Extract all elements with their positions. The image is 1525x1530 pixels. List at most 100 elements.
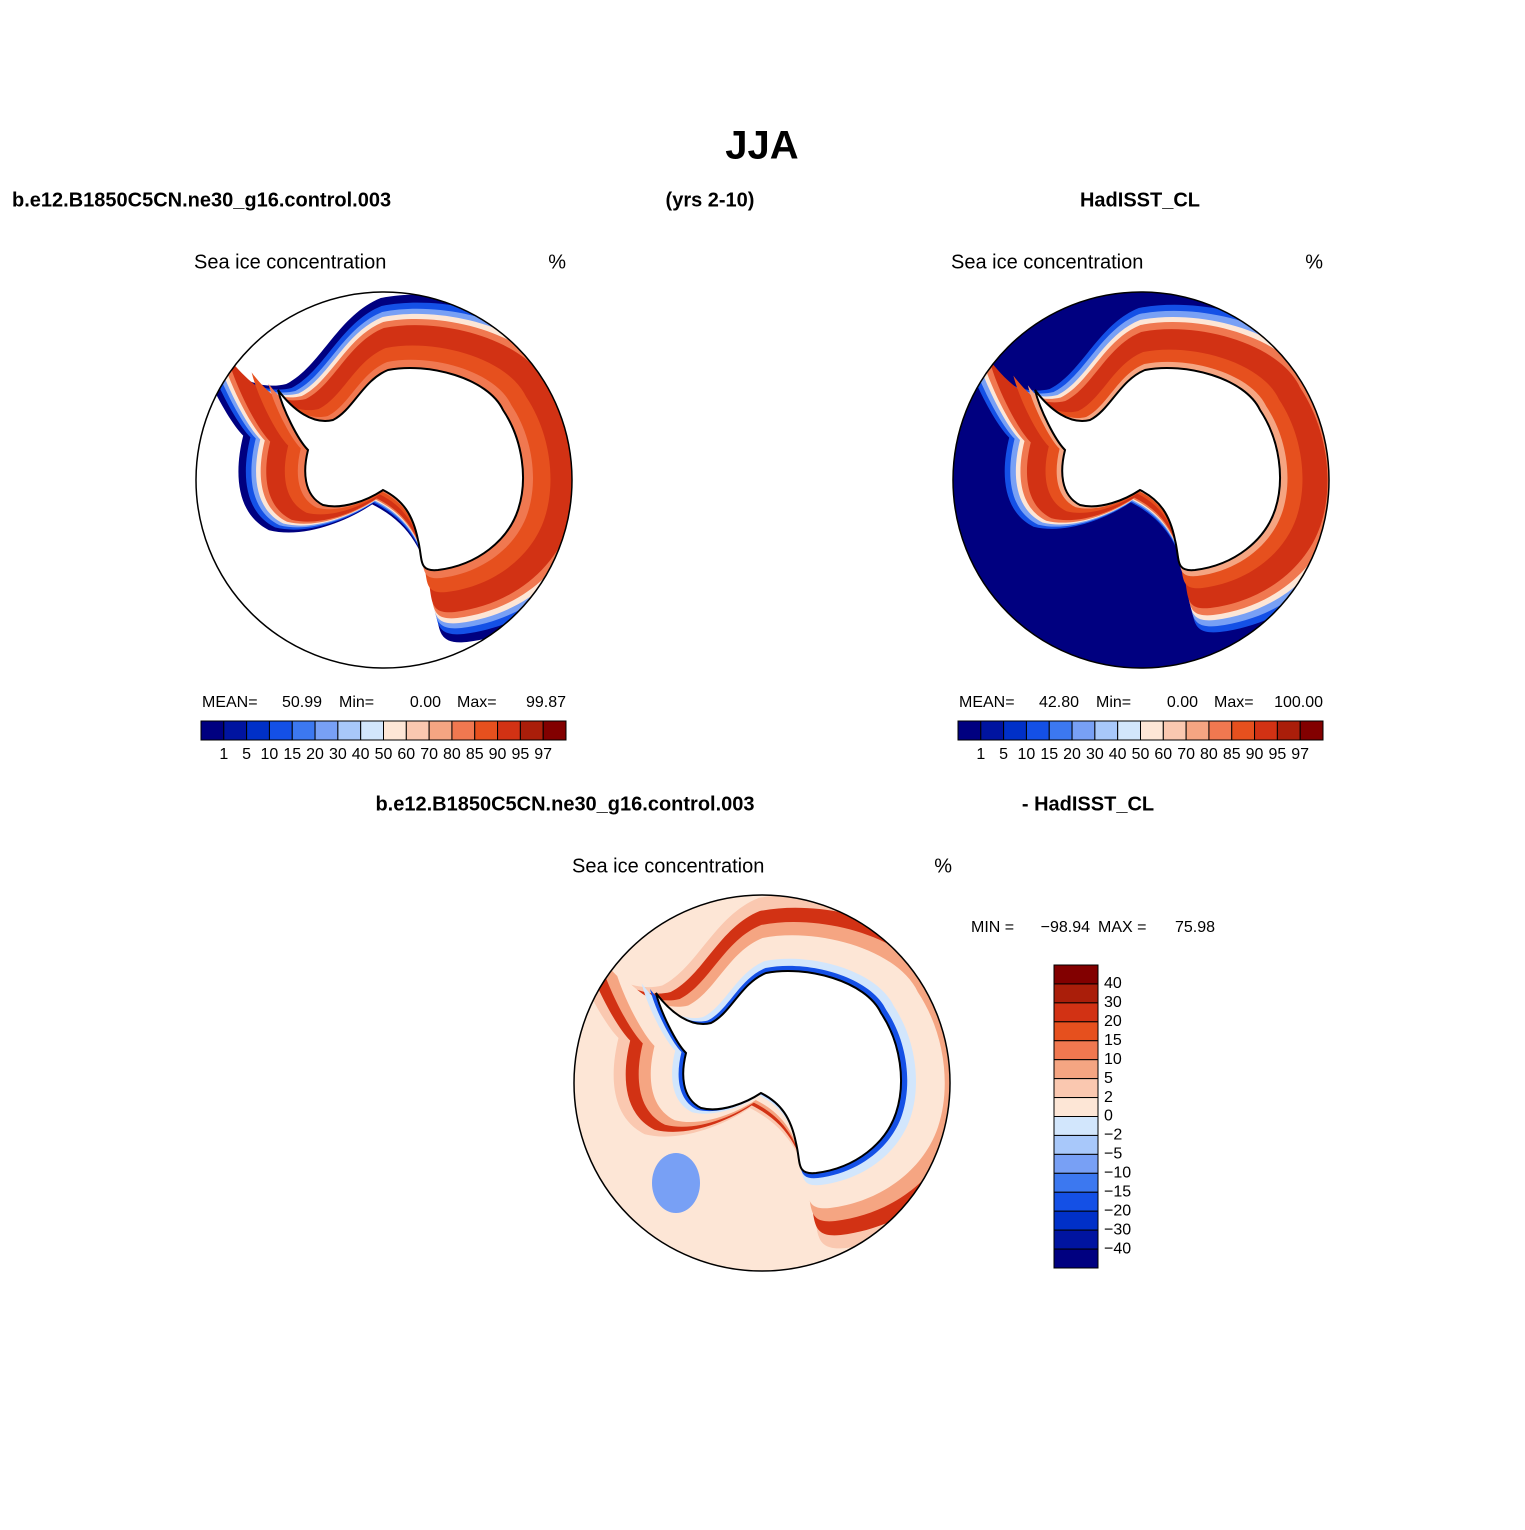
- stat-label: Min=: [339, 694, 374, 711]
- stat-label: MIN =: [971, 919, 1014, 936]
- colorbar-label: 30: [1104, 994, 1122, 1011]
- stat-label: MEAN=: [202, 694, 258, 711]
- colorbar-box: [405, 720, 430, 741]
- stat-value: 0.00: [1167, 694, 1198, 711]
- colorbar-box: [1071, 720, 1096, 741]
- colorbar-box: [1053, 964, 1099, 985]
- colorbar-label: 0: [1104, 1108, 1113, 1125]
- years: (yrs 2-10): [666, 189, 755, 211]
- colorbar-label: 40: [352, 746, 370, 763]
- colorbar-box: [383, 720, 407, 741]
- colorbar-label: 80: [1200, 746, 1218, 763]
- colorbar-box: [200, 720, 225, 741]
- stat-label: Max=: [1214, 694, 1254, 711]
- panel-title: Sea ice concentration: [194, 251, 386, 273]
- colorbar-label: 30: [329, 746, 347, 763]
- map-model: [196, 292, 572, 668]
- colorbar-label: 60: [1154, 746, 1172, 763]
- case-name: b.e12.B1850C5CN.ne30_g16.control.003: [12, 189, 391, 211]
- colorbar-label: 20: [306, 746, 324, 763]
- map-observed: [953, 292, 1329, 668]
- panel-units: %: [548, 251, 566, 273]
- colorbar-label: 95: [1268, 746, 1286, 763]
- colorbar-box: [428, 720, 453, 741]
- colorbar-label: −40: [1104, 1240, 1131, 1257]
- obs-name: HadISST_CL: [1080, 189, 1200, 211]
- map-border: [952, 291, 1330, 669]
- colorbar-box: [1053, 1078, 1099, 1099]
- colorbar-label: 97: [1291, 746, 1309, 763]
- diff-obs-name: - HadISST_CL: [1022, 793, 1154, 815]
- stat-label: Min=: [1096, 694, 1131, 711]
- colorbar-label: 70: [1177, 746, 1195, 763]
- colorbar-box: [474, 720, 499, 741]
- colorbar-box: [542, 720, 567, 741]
- map-border: [573, 894, 951, 1272]
- colorbar-label: −30: [1104, 1221, 1131, 1238]
- stat-value: 50.99: [282, 694, 322, 711]
- colorbar-label: 95: [511, 746, 529, 763]
- panel-units: %: [1305, 251, 1323, 273]
- colorbar-box: [1208, 720, 1233, 741]
- colorbar-label: 30: [1086, 746, 1104, 763]
- colorbar-box: [1053, 1210, 1099, 1231]
- colorbar-label: −5: [1104, 1146, 1122, 1163]
- panel-title: Sea ice concentration: [572, 855, 764, 877]
- colorbar-box: [1053, 1097, 1099, 1117]
- map-difference: [574, 895, 950, 1271]
- colorbar-label: 50: [1132, 746, 1150, 763]
- colorbar-label: −2: [1104, 1127, 1122, 1144]
- colorbar-label: 85: [1223, 746, 1241, 763]
- colorbar-box: [1299, 720, 1324, 741]
- colorbar-label: 15: [283, 746, 301, 763]
- figure-title: JJA: [725, 124, 798, 168]
- colorbar-label: 5: [242, 746, 251, 763]
- colorbar-label: −20: [1104, 1202, 1131, 1219]
- colorbar-label: 1: [976, 746, 985, 763]
- colorbar-box: [1048, 720, 1073, 741]
- colorbar-label: −10: [1104, 1165, 1131, 1182]
- stat-value: 42.80: [1039, 694, 1079, 711]
- colorbar-box: [1003, 720, 1027, 741]
- colorbar-box: [1053, 1172, 1099, 1193]
- colorbar-label: 40: [1104, 975, 1122, 992]
- colorbar-label: 2: [1104, 1089, 1113, 1106]
- colorbar-box: [451, 720, 476, 741]
- colorbar-box: [1053, 983, 1099, 1004]
- stat-value: 100.00: [1274, 694, 1323, 711]
- colorbar-box: [980, 720, 1005, 741]
- colorbar-box: [957, 720, 982, 741]
- stat-label: MEAN=: [959, 694, 1015, 711]
- stat-value: −98.94: [1041, 919, 1090, 936]
- colorbar-box: [1053, 1021, 1099, 1042]
- colorbar-label: 60: [397, 746, 415, 763]
- colorbar-box: [360, 720, 384, 741]
- colorbar-box: [519, 720, 544, 741]
- stat-label: Max=: [457, 694, 497, 711]
- colorbar-box: [1053, 1191, 1099, 1212]
- colorbar-label: 15: [1104, 1032, 1122, 1049]
- colorbar-label: 90: [1246, 746, 1264, 763]
- colorbar-box: [337, 720, 362, 741]
- colorbar-label: 10: [261, 746, 279, 763]
- colorbar-box: [1053, 1002, 1099, 1023]
- colorbar-box: [1231, 720, 1256, 741]
- colorbar-label: 20: [1063, 746, 1081, 763]
- colorbar-label: 90: [489, 746, 507, 763]
- colorbar-box: [1094, 720, 1119, 741]
- colorbar-label: 40: [1109, 746, 1127, 763]
- colorbar-label: 70: [420, 746, 438, 763]
- map-border: [195, 291, 573, 669]
- panel-units: %: [934, 855, 952, 877]
- colorbar-box: [497, 720, 521, 741]
- colorbar-box: [1140, 720, 1164, 741]
- colorbar-label: 20: [1104, 1013, 1122, 1030]
- colorbar-label: 5: [999, 746, 1008, 763]
- colorbar-label: 5: [1104, 1070, 1113, 1087]
- colorbar-label: 1: [219, 746, 228, 763]
- colorbar-box: [1053, 1229, 1099, 1250]
- colorbar-label: −15: [1104, 1183, 1131, 1200]
- colorbar-box: [1162, 720, 1187, 741]
